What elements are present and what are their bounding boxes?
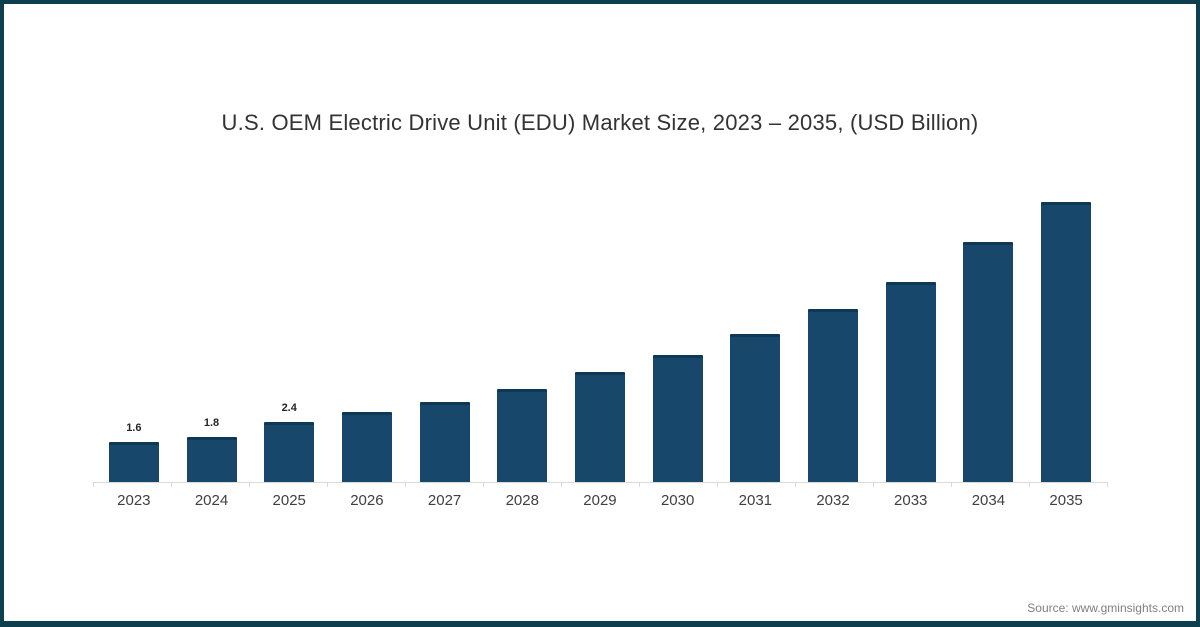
axis-tick [171, 482, 172, 487]
axis-tick [873, 482, 874, 487]
bar-2030 [652, 355, 703, 482]
bar-2035 [1041, 202, 1092, 482]
axis-tick [561, 482, 562, 487]
bar-slot-2032 [794, 290, 872, 482]
x-axis-label-2025: 2025 [272, 492, 306, 509]
bar-2034 [963, 242, 1014, 482]
x-axis-label-2033: 2033 [894, 492, 928, 509]
bar-2027 [419, 402, 470, 482]
axis-tick [795, 482, 796, 487]
bar-2024 [186, 437, 237, 482]
x-axis-label-2027: 2027 [427, 492, 462, 509]
x-axis-label-2023: 2023 [117, 492, 151, 509]
axis-tick [639, 482, 640, 487]
axis-tick [717, 482, 718, 487]
x-axis-label-2030: 2030 [660, 492, 695, 509]
axis-tick [327, 482, 328, 487]
source-text: Source: www.gminsights.com [1027, 601, 1184, 615]
bar-slot-2023: 1.6 [95, 423, 173, 482]
axis-tick [249, 482, 250, 487]
bar-2031 [730, 334, 781, 482]
axis-tick [1107, 482, 1108, 487]
chart-title: U.S. OEM Electric Drive Unit (EDU) Marke… [221, 110, 979, 135]
bar-slot-2025: 2.4 [250, 403, 328, 482]
axis-tick [93, 482, 94, 487]
bar-value-label-2023: 1.6 [126, 422, 142, 434]
bar-slot-2026 [328, 393, 406, 482]
x-axis-label-2034: 2034 [971, 492, 1006, 509]
bar-slot-2029 [561, 353, 639, 482]
x-axis-label-2024: 2024 [194, 492, 229, 509]
bar-slot-2030 [639, 336, 717, 482]
x-axis-label-2028: 2028 [505, 492, 539, 509]
bar-value-label-2024: 1.8 [203, 417, 220, 429]
bar-2032 [808, 309, 859, 482]
bar-2026 [341, 412, 392, 482]
bar-value-label-2025: 2.4 [281, 402, 297, 414]
x-axis-label-2026: 2026 [350, 492, 384, 509]
bar-2033 [885, 282, 936, 482]
x-axis-label-2029: 2029 [583, 492, 617, 509]
axis-tick [405, 482, 406, 487]
bar-slot-2024: 1.8 [173, 418, 251, 482]
bar-2029 [574, 372, 625, 482]
x-axis-label-2031: 2031 [738, 492, 773, 509]
bar-slot-2033 [872, 263, 950, 482]
bar-2025 [264, 422, 315, 482]
bar-chart: 1.6 1.8 2.4 2023 2024 2025 2026 2027 2028 2029 20… [93, 176, 1108, 509]
x-axis-label-2035: 2035 [1049, 492, 1083, 509]
x-axis-labels: 2023 2024 2025 2026 2027 2028 2029 2030 2031 2032… [95, 492, 1105, 509]
bar-slot-2034 [950, 223, 1028, 482]
bar-slot-2031 [717, 315, 795, 482]
bar-slot-2027 [406, 383, 484, 482]
axis-tick [1029, 482, 1030, 487]
axis-tick [951, 482, 952, 487]
bar-2023 [108, 442, 159, 482]
bar-slot-2028 [483, 370, 561, 482]
bars: 1.6 1.8 2.4 [95, 176, 1105, 482]
x-axis-label-2032: 2032 [816, 492, 850, 509]
bar-slot-2035 [1027, 183, 1105, 482]
x-axis-line [93, 482, 1108, 487]
axis-tick [483, 482, 484, 487]
bar-2028 [497, 389, 548, 482]
